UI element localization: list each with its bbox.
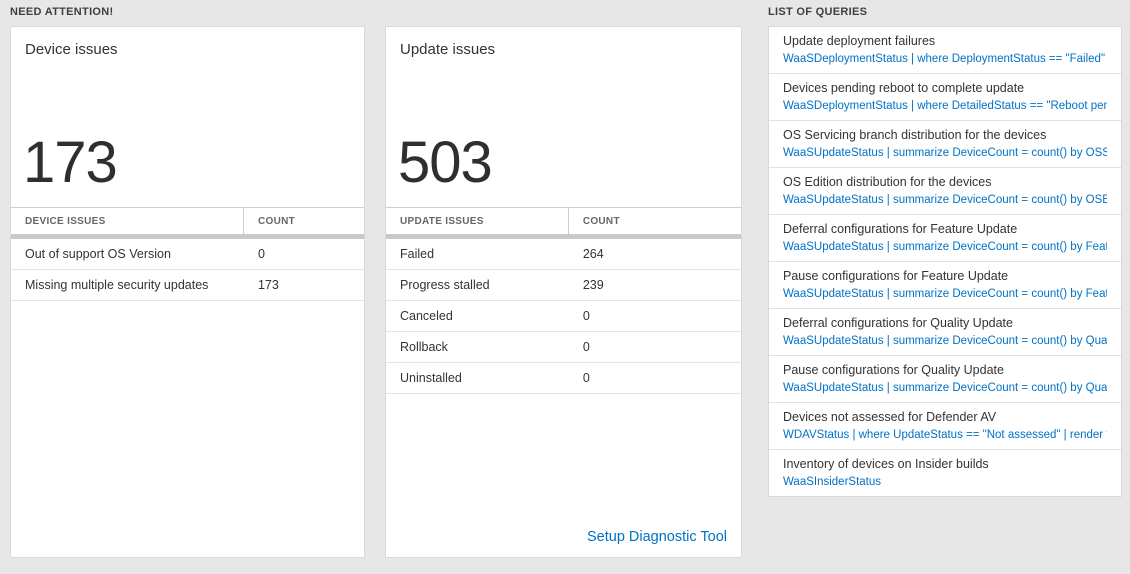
query-title: OS Servicing branch distribution for the… <box>783 128 1047 142</box>
device-issues-count: 173 <box>23 130 118 195</box>
update-issues-title: Update issues <box>400 41 496 58</box>
table-row[interactable]: Uninstalled 0 <box>386 363 741 394</box>
device-issues-table: DEVICE ISSUES COUNT Out of support OS Ve… <box>11 207 364 301</box>
row-name: Canceled <box>400 309 453 323</box>
query-text[interactable]: WaaSUpdateStatus | summarize DeviceCount… <box>783 335 1107 347</box>
row-count: 264 <box>582 247 604 261</box>
row-count: 0 <box>582 371 590 385</box>
row-count: 0 <box>582 340 590 354</box>
row-name: Out of support OS Version <box>25 247 171 261</box>
update-issues-count: 503 <box>398 130 493 195</box>
table-row[interactable]: Rollback 0 <box>386 332 741 363</box>
query-list-item[interactable]: Devices not assessed for Defender AV WDA… <box>769 403 1121 450</box>
query-title: Deferral configurations for Quality Upda… <box>783 316 1013 330</box>
query-list-item[interactable]: Pause configurations for Quality Update … <box>769 356 1121 403</box>
query-text[interactable]: WaaSUpdateStatus | summarize DeviceCount… <box>783 288 1107 300</box>
list-of-queries-header: LIST OF QUERIES <box>768 6 868 18</box>
query-title: Update deployment failures <box>783 34 936 48</box>
table-row[interactable]: Failed 264 <box>386 239 741 270</box>
device-table-header: DEVICE ISSUES COUNT <box>11 207 364 234</box>
query-text[interactable]: WaaSUpdateStatus | summarize DeviceCount… <box>783 241 1107 253</box>
row-count: 0 <box>582 309 590 323</box>
query-title: Pause configurations for Feature Update <box>783 269 1009 283</box>
table-row[interactable]: Out of support OS Version 0 <box>11 239 364 270</box>
row-name: Missing multiple security updates <box>25 278 209 292</box>
query-list-item[interactable]: Deferral configurations for Feature Upda… <box>769 215 1121 262</box>
query-list-item[interactable]: OS Servicing branch distribution for the… <box>769 121 1121 168</box>
update-table-header-count: COUNT <box>582 215 620 227</box>
query-list-item[interactable]: Deferral configurations for Quality Upda… <box>769 309 1121 356</box>
query-title: Devices pending reboot to complete updat… <box>783 81 1025 95</box>
row-name: Failed <box>400 247 435 261</box>
query-list-item[interactable]: Update deployment failures WaaSDeploymen… <box>769 27 1121 74</box>
row-name: Progress stalled <box>400 278 490 292</box>
query-list-item[interactable]: Pause configurations for Feature Update … <box>769 262 1121 309</box>
query-text[interactable]: WaaSInsiderStatus <box>783 476 882 488</box>
device-table-header-name: DEVICE ISSUES <box>11 208 244 234</box>
query-text[interactable]: WaaSUpdateStatus | summarize DeviceCount… <box>783 194 1107 206</box>
table-row[interactable]: Canceled 0 <box>386 301 741 332</box>
query-title: Deferral configurations for Feature Upda… <box>783 222 1018 236</box>
query-text[interactable]: WaaSUpdateStatus | summarize DeviceCount… <box>783 382 1107 394</box>
device-issues-title: Device issues <box>25 41 118 58</box>
query-text[interactable]: WaaSDeploymentStatus | where DetailedSta… <box>783 100 1107 112</box>
query-title: Devices not assessed for Defender AV <box>783 410 997 424</box>
device-table-scrollbar <box>11 234 364 239</box>
device-table-header-count: COUNT <box>257 215 296 227</box>
row-name: Uninstalled <box>400 371 462 385</box>
query-text[interactable]: WaaSUpdateStatus | summarize DeviceCount… <box>783 147 1107 159</box>
table-row[interactable]: Progress stalled 239 <box>386 270 741 301</box>
row-count: 0 <box>257 247 265 261</box>
table-row[interactable]: Missing multiple security updates 173 <box>11 270 364 301</box>
update-issues-table: UPDATE ISSUES COUNT Failed 264 Progress … <box>386 207 741 394</box>
update-issues-card[interactable]: Update issues 503 UPDATE ISSUES COUNT Fa… <box>385 26 742 558</box>
need-attention-header: NEED ATTENTION! <box>10 6 114 18</box>
query-title: OS Edition distribution for the devices <box>783 175 992 189</box>
row-name: Rollback <box>400 340 448 354</box>
query-title: Inventory of devices on Insider builds <box>783 457 989 471</box>
row-count: 239 <box>582 278 604 292</box>
queries-card: Update deployment failures WaaSDeploymen… <box>768 26 1122 497</box>
update-table-header: UPDATE ISSUES COUNT <box>386 207 741 234</box>
update-table-header-name: UPDATE ISSUES <box>386 208 569 234</box>
update-table-scrollbar <box>386 234 741 239</box>
device-issues-card[interactable]: Device issues 173 DEVICE ISSUES COUNT Ou… <box>10 26 365 558</box>
query-text[interactable]: WaaSDeploymentStatus | where DeploymentS… <box>783 53 1107 65</box>
query-text[interactable]: WDAVStatus | where UpdateStatus == "Not … <box>783 429 1107 441</box>
query-list-item[interactable]: Inventory of devices on Insider builds W… <box>769 450 1121 496</box>
setup-diagnostic-tool-link[interactable]: Setup Diagnostic Tool <box>587 529 727 545</box>
query-list-item[interactable]: Devices pending reboot to complete updat… <box>769 74 1121 121</box>
query-list-item[interactable]: OS Edition distribution for the devices … <box>769 168 1121 215</box>
query-title: Pause configurations for Quality Update <box>783 363 1004 377</box>
row-count: 173 <box>257 278 279 292</box>
